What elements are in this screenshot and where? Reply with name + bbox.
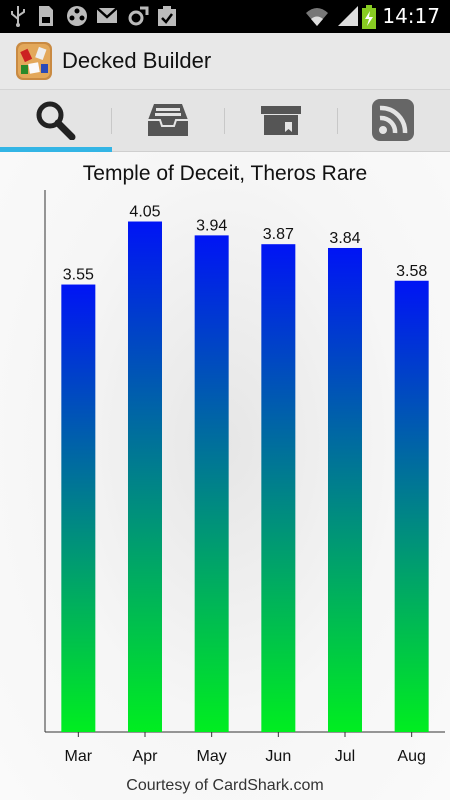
bar-mar <box>61 284 96 732</box>
status-time: 14:17 <box>382 4 440 28</box>
chart-title: Temple of Deceit, Theros Rare <box>82 162 368 185</box>
status-bar: 14:17 <box>0 0 450 33</box>
x-tick-label: Aug <box>397 748 425 765</box>
tab-divider <box>111 108 112 134</box>
x-tick-label: Jul <box>335 748 355 765</box>
bar-apr <box>128 221 162 732</box>
data-label: 3.84 <box>329 230 360 247</box>
price-chart: 3.55 Mar 4.05 Apr 3.94 May 3.87 Jun 3.84 Jul 3.58 A… <box>0 152 450 800</box>
decked-builder-app-icon[interactable] <box>15 41 53 81</box>
tab-archive[interactable] <box>225 90 337 152</box>
action-bar: Decked Builder <box>0 33 450 90</box>
signal-icon <box>338 6 358 26</box>
bar-jul <box>328 247 362 732</box>
x-tick-label: Mar <box>65 748 93 765</box>
app-title: Decked Builder <box>62 48 212 73</box>
gmail-icon <box>96 7 118 23</box>
chart-canvas: 3.55 Mar 4.05 Apr 3.94 May 3.87 Jun 3.84 Jul 3.58 A… <box>44 190 445 765</box>
x-tick-label: Apr <box>133 748 159 765</box>
tab-rss[interactable] <box>338 90 450 152</box>
battery-charging-icon <box>362 5 376 29</box>
bar-may <box>194 235 229 732</box>
x-tick-label: May <box>197 748 227 765</box>
data-label: 4.05 <box>129 204 160 221</box>
inbox-tray-icon <box>148 104 188 136</box>
data-label: 3.55 <box>63 267 94 284</box>
tab-bar <box>0 90 450 152</box>
usb-icon <box>11 6 25 27</box>
tab-divider <box>337 108 338 134</box>
wifi-icon <box>306 8 328 26</box>
sync-icon <box>128 6 149 26</box>
archive-box-icon <box>261 106 301 135</box>
data-label: 3.58 <box>396 263 427 280</box>
media-icon <box>67 6 87 26</box>
x-tick-label: Jun <box>265 748 291 765</box>
data-label: 3.87 <box>263 226 294 243</box>
rss-feed-icon <box>372 99 414 141</box>
tab-divider <box>224 108 225 134</box>
tab-search[interactable] <box>0 90 112 152</box>
sd-card-icon <box>39 6 53 26</box>
tab-inbox[interactable] <box>112 90 224 152</box>
data-label: 3.94 <box>196 217 227 234</box>
selected-tab-indicator <box>0 147 112 152</box>
checklist-icon <box>158 6 176 26</box>
source-credit[interactable]: Courtesy of CardShark.com <box>126 777 324 794</box>
bar-jun <box>261 244 296 732</box>
search-icon <box>36 101 76 140</box>
bar-aug <box>394 280 429 732</box>
